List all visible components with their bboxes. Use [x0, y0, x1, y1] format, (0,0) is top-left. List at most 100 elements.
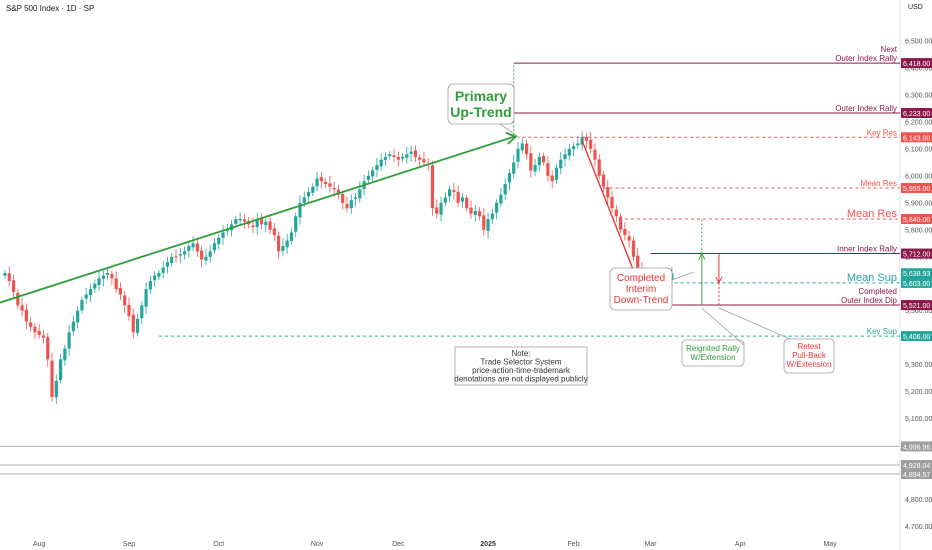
y-tick-label: 5,300.00 [905, 362, 932, 369]
candle-body [627, 236, 631, 241]
price-tag [901, 132, 932, 143]
candle-body [212, 243, 217, 251]
x-tick-label: Aug [33, 541, 46, 548]
candle-body [178, 254, 182, 256]
candle-body [636, 255, 640, 268]
y-tick-label: 5,200.00 [905, 389, 932, 396]
x-tick-label: Oct [213, 541, 224, 548]
reignited-label: Reignited Rally W/Extension [686, 344, 740, 362]
price-tag [901, 469, 932, 480]
candle-body [507, 173, 512, 183]
price-tag [901, 331, 932, 342]
candle-body [123, 295, 127, 306]
candle-body [550, 175, 554, 182]
candle-body [174, 256, 178, 258]
candle-body [46, 337, 50, 360]
candle-body [563, 154, 567, 160]
candle-body [486, 219, 490, 231]
candle-body [392, 155, 396, 157]
candle-body [114, 278, 118, 290]
candle-body [11, 280, 16, 292]
candle-body [512, 162, 516, 174]
retest-box [783, 338, 835, 374]
candle-body [537, 156, 541, 166]
note-box [454, 346, 588, 386]
level-label: Mean Res [847, 208, 898, 220]
price-tag [901, 214, 932, 225]
candle-body [7, 273, 11, 282]
level-label: Completed Outer Index Dip [841, 287, 898, 305]
candle-body [306, 192, 311, 197]
candle-body [37, 330, 41, 335]
candle-body [473, 210, 477, 215]
candle-body [482, 215, 486, 230]
primary-uptrend-line [0, 135, 515, 304]
candle-body [41, 335, 46, 338]
candle-body [315, 178, 319, 187]
candle-body [118, 288, 123, 295]
price-tag-text: 6,233.00 [903, 111, 930, 118]
price-tag-text: 4,928.04 [903, 463, 930, 470]
candle-body [272, 228, 276, 236]
candle-body [396, 156, 400, 160]
candle-body [3, 272, 7, 276]
x-tick-label: Feb [568, 541, 580, 548]
candle-body [161, 267, 165, 273]
candle-body [195, 243, 199, 252]
candle-body [554, 167, 559, 180]
candle-body [264, 221, 268, 226]
candle-body [182, 251, 187, 255]
candle-body [191, 243, 195, 248]
y-tick-label: 5,900.00 [905, 200, 932, 207]
candle-body [84, 294, 88, 299]
price-tag [901, 268, 932, 279]
candle-body [495, 202, 499, 213]
price-tag-text: 4,996.96 [903, 444, 930, 451]
candle-body [614, 209, 618, 217]
price-tag-text: 6,143.00 [903, 135, 930, 142]
y-tick-label: 6,100.00 [905, 146, 932, 153]
level-label: Key Res [867, 128, 897, 137]
candle-body [584, 137, 588, 141]
candle-body [379, 159, 383, 167]
candle-body [345, 203, 349, 209]
candle-body [409, 151, 413, 154]
level-label: Next Outer Index Rally [835, 45, 898, 63]
candle-body [33, 326, 37, 333]
candle-body [383, 156, 388, 160]
candle-body [63, 348, 67, 361]
candle-body [281, 245, 285, 251]
candle-body [71, 321, 75, 332]
candle-body [336, 189, 341, 195]
candle-body [187, 245, 191, 251]
candle-body [153, 275, 157, 281]
candle-body [571, 146, 576, 150]
price-tag [901, 300, 932, 311]
x-tick-label: May [823, 541, 837, 548]
candle-body [601, 174, 606, 187]
candle-body [589, 139, 593, 149]
y-tick-label: 4,800.00 [905, 497, 932, 504]
level-label: Outer Index Rally [835, 104, 897, 113]
candle-body [67, 332, 71, 349]
candle-body [20, 305, 24, 311]
y-tick-label: 4,700.00 [905, 524, 932, 531]
candle-body [371, 170, 375, 177]
candle-body [619, 216, 623, 230]
x-tick-label: Sep [123, 541, 136, 548]
candle-body [311, 186, 315, 193]
candle-body [324, 181, 328, 184]
candle-body [542, 155, 546, 163]
candle-body [97, 278, 101, 286]
reignited-box [681, 339, 745, 367]
uptrend-arrowhead [505, 131, 518, 145]
candle-body [319, 177, 323, 182]
candle-body [106, 272, 110, 275]
price-tag-text: 5,638.93 [903, 271, 930, 278]
candle-body [50, 360, 54, 398]
candle-body [631, 240, 636, 257]
candle-body [465, 197, 469, 209]
candle-body [358, 189, 362, 199]
